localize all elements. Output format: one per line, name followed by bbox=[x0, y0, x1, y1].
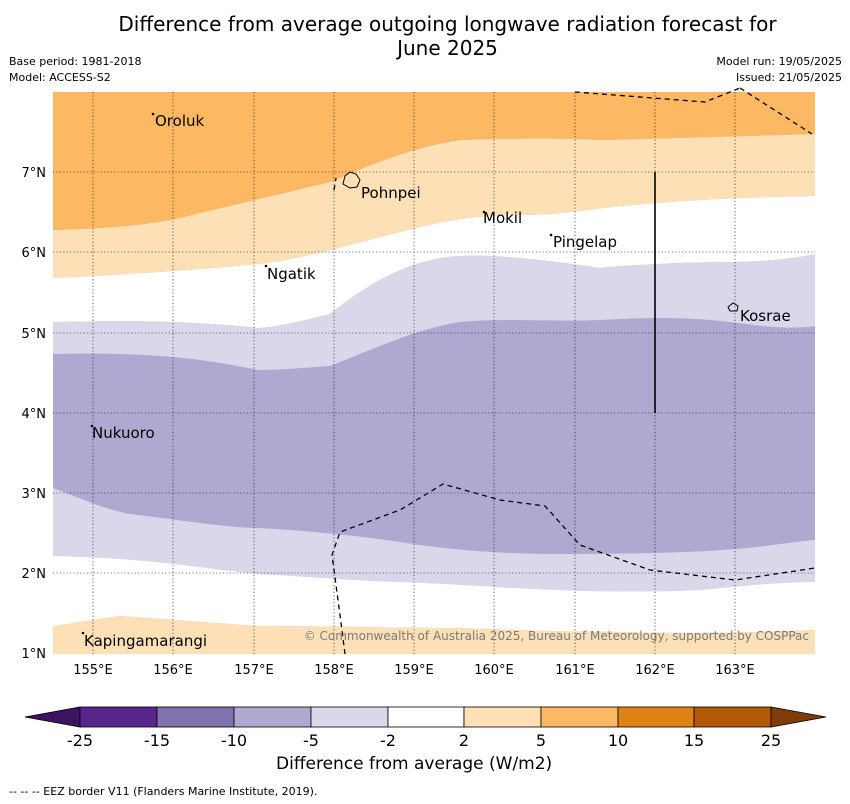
ngatik-marker bbox=[264, 264, 268, 268]
place-label-pingelap: Pingelap bbox=[553, 233, 617, 251]
lat-label-1: 1°N bbox=[22, 647, 47, 662]
islands bbox=[81, 112, 739, 635]
mokil-marker bbox=[482, 210, 486, 214]
colorbar-tick-label: 10 bbox=[608, 731, 628, 750]
place-label-pohnpei: Pohnpei bbox=[361, 184, 421, 202]
title-line-2: June 2025 bbox=[397, 36, 498, 60]
map-gridlines bbox=[53, 92, 815, 654]
band-light-orange-north bbox=[53, 134, 815, 278]
lon-label-155: 155°E bbox=[73, 663, 113, 678]
colorbar-tick-label: -2 bbox=[380, 731, 396, 750]
eez-borders bbox=[331, 87, 816, 655]
colorbar-tick-label: -15 bbox=[144, 731, 170, 750]
base-period: Base period: 1981-2018 bbox=[9, 55, 142, 68]
issued-date: Issued: 21/05/2025 bbox=[735, 71, 842, 84]
colorbar-tick-label: 25 bbox=[761, 731, 781, 750]
kosrae-outline bbox=[727, 302, 739, 312]
eez-border-pohnpei bbox=[333, 177, 337, 191]
colorbar-tick-label: 2 bbox=[459, 731, 469, 750]
lat-label-7: 7°N bbox=[22, 166, 47, 181]
place-label-kosrae: Kosrae bbox=[740, 307, 791, 325]
lon-label-159: 159°E bbox=[394, 663, 434, 678]
colorbar-extend-low bbox=[24, 706, 81, 728]
colorbar-tick-label: 5 bbox=[536, 731, 546, 750]
colorbar: -25 -15 -10 -5 -2 2 5 10 15 25 bbox=[24, 706, 827, 750]
map-title: Difference from average outgoing longwav… bbox=[0, 12, 850, 60]
colorbar-tick-label: 15 bbox=[684, 731, 704, 750]
place-label-oroluk: Oroluk bbox=[155, 112, 204, 130]
colorbar-segment-5 bbox=[387, 706, 465, 728]
lat-label-4: 4°N bbox=[22, 407, 47, 422]
eez-border-south bbox=[331, 483, 816, 655]
colorbar-segment-3 bbox=[233, 706, 312, 728]
band-orange-north bbox=[53, 92, 815, 230]
model-name: Model: ACCESS-S2 bbox=[9, 71, 111, 84]
lon-axis-labels: 155°E 156°E 157°E 158°E 159°E 160°E 161°… bbox=[73, 663, 755, 678]
lon-label-157: 157°E bbox=[234, 663, 274, 678]
place-label-mokil: Mokil bbox=[483, 209, 522, 227]
colorbar-segment-7 bbox=[540, 706, 619, 728]
place-labels: Oroluk Pohnpei Mokil Pingelap Ngatik Kos… bbox=[84, 112, 791, 650]
title-line-1: Difference from average outgoing longwav… bbox=[118, 12, 777, 36]
lat-label-2: 2°N bbox=[22, 567, 47, 582]
colorbar-tick-label: -25 bbox=[67, 731, 93, 750]
colorbar-title: Difference from average (W/m2) bbox=[276, 754, 553, 774]
colorbar-segment-2 bbox=[156, 706, 235, 728]
eez-footnote: -- -- -- EEZ border V11 (Flanders Marine… bbox=[9, 785, 318, 798]
colorbar-segment-6 bbox=[463, 706, 542, 728]
oroluk-marker bbox=[151, 112, 155, 116]
meta-right: Model run: 19/05/2025 Issued: 21/05/2025 bbox=[716, 54, 842, 86]
pohnpei-outline bbox=[342, 171, 361, 189]
band-white-north bbox=[53, 196, 815, 328]
pingelap-marker bbox=[549, 233, 553, 237]
lon-label-158: 158°E bbox=[314, 663, 354, 678]
colorbar-segment-1 bbox=[79, 706, 158, 728]
meta-left: Base period: 1981-2018 Model: ACCESS-S2 bbox=[9, 54, 141, 86]
map-plot-area: Oroluk Pohnpei Mokil Pingelap Ngatik Kos… bbox=[22, 87, 816, 678]
colorbar-segment-9 bbox=[693, 706, 772, 728]
model-run: Model run: 19/05/2025 bbox=[716, 55, 842, 68]
lon-label-163: 163°E bbox=[715, 663, 755, 678]
lon-label-161: 161°E bbox=[555, 663, 595, 678]
lon-label-160: 160°E bbox=[474, 663, 514, 678]
lat-axis-labels: 7°N 6°N 5°N 4°N 3°N 2°N 1°N bbox=[22, 166, 47, 662]
lat-label-3: 3°N bbox=[22, 487, 47, 502]
colorbar-segment-4 bbox=[310, 706, 389, 728]
band-light-purple-north bbox=[53, 254, 815, 370]
colorbar-extend-high bbox=[770, 706, 827, 728]
eez-border-north bbox=[574, 87, 813, 135]
place-label-kapingamarangi: Kapingamarangi bbox=[84, 632, 207, 650]
band-white-south bbox=[53, 556, 815, 633]
colorbar-tick-label: -5 bbox=[303, 731, 319, 750]
lat-label-5: 5°N bbox=[22, 327, 47, 342]
lat-label-6: 6°N bbox=[22, 246, 47, 261]
colorbar-segment-8 bbox=[617, 706, 695, 728]
place-label-ngatik: Ngatik bbox=[267, 265, 316, 283]
colorbar-tick-labels: -25 -15 -10 -5 -2 2 5 10 15 25 bbox=[67, 731, 781, 750]
colorbar-tick-label: -10 bbox=[221, 731, 247, 750]
kapingamarangi-marker bbox=[81, 631, 85, 635]
lon-label-156: 156°E bbox=[153, 663, 193, 678]
place-label-nukuoro: Nukuoro bbox=[92, 424, 155, 442]
nukuoro-marker bbox=[90, 424, 94, 428]
band-light-purple-south bbox=[53, 488, 815, 592]
band-light-orange-south bbox=[53, 616, 815, 654]
copyright-text: © Commonwealth of Australia 2025, Bureau… bbox=[304, 629, 809, 643]
lon-label-162: 162°E bbox=[635, 663, 675, 678]
